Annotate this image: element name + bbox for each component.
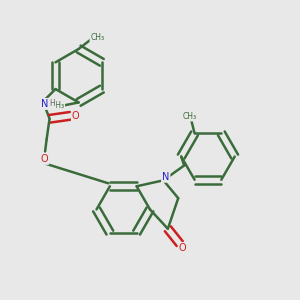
Text: O: O <box>72 111 80 121</box>
Text: N: N <box>162 172 169 182</box>
Text: CH₃: CH₃ <box>90 33 104 42</box>
Text: O: O <box>179 243 187 253</box>
Text: O: O <box>41 154 48 164</box>
Text: N: N <box>41 99 49 109</box>
Text: CH₃: CH₃ <box>50 101 64 110</box>
Text: CH₃: CH₃ <box>183 112 197 121</box>
Text: H: H <box>50 98 56 107</box>
